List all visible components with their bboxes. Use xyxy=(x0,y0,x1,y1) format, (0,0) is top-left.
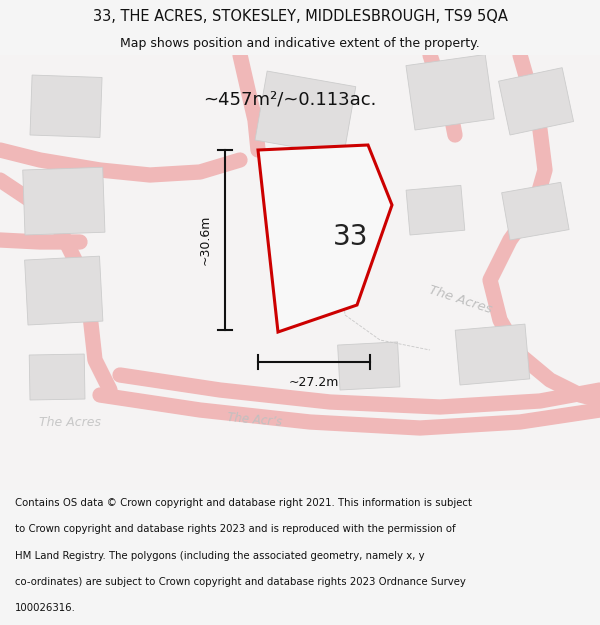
Bar xyxy=(338,342,400,390)
Text: ~30.6m: ~30.6m xyxy=(199,215,212,265)
Text: Contains OS data © Crown copyright and database right 2021. This information is : Contains OS data © Crown copyright and d… xyxy=(15,498,472,508)
Bar xyxy=(499,68,574,135)
Text: ~27.2m: ~27.2m xyxy=(289,376,339,389)
Bar xyxy=(406,54,494,130)
Text: 33, THE ACRES, STOKESLEY, MIDDLESBROUGH, TS9 5QA: 33, THE ACRES, STOKESLEY, MIDDLESBROUGH,… xyxy=(92,9,508,24)
Bar xyxy=(502,182,569,240)
Bar xyxy=(30,75,102,138)
Text: to Crown copyright and database rights 2023 and is reproduced with the permissio: to Crown copyright and database rights 2… xyxy=(15,524,455,534)
Bar xyxy=(406,186,465,235)
Bar xyxy=(25,256,103,325)
Text: 100026316.: 100026316. xyxy=(15,603,76,613)
Bar xyxy=(23,168,105,235)
Text: HM Land Registry. The polygons (including the associated geometry, namely x, y: HM Land Registry. The polygons (includin… xyxy=(15,551,425,561)
Text: co-ordinates) are subject to Crown copyright and database rights 2023 Ordnance S: co-ordinates) are subject to Crown copyr… xyxy=(15,577,466,587)
Text: The Acr’s: The Acr’s xyxy=(227,411,283,429)
Text: The Acres: The Acres xyxy=(427,284,493,316)
Bar xyxy=(255,71,356,156)
Bar xyxy=(455,324,530,385)
Text: ~457m²/~0.113ac.: ~457m²/~0.113ac. xyxy=(203,91,377,109)
Text: 33: 33 xyxy=(333,223,368,251)
Text: Map shows position and indicative extent of the property.: Map shows position and indicative extent… xyxy=(120,38,480,51)
Text: The Acres: The Acres xyxy=(39,416,101,429)
Polygon shape xyxy=(258,145,392,332)
Bar xyxy=(29,354,85,400)
